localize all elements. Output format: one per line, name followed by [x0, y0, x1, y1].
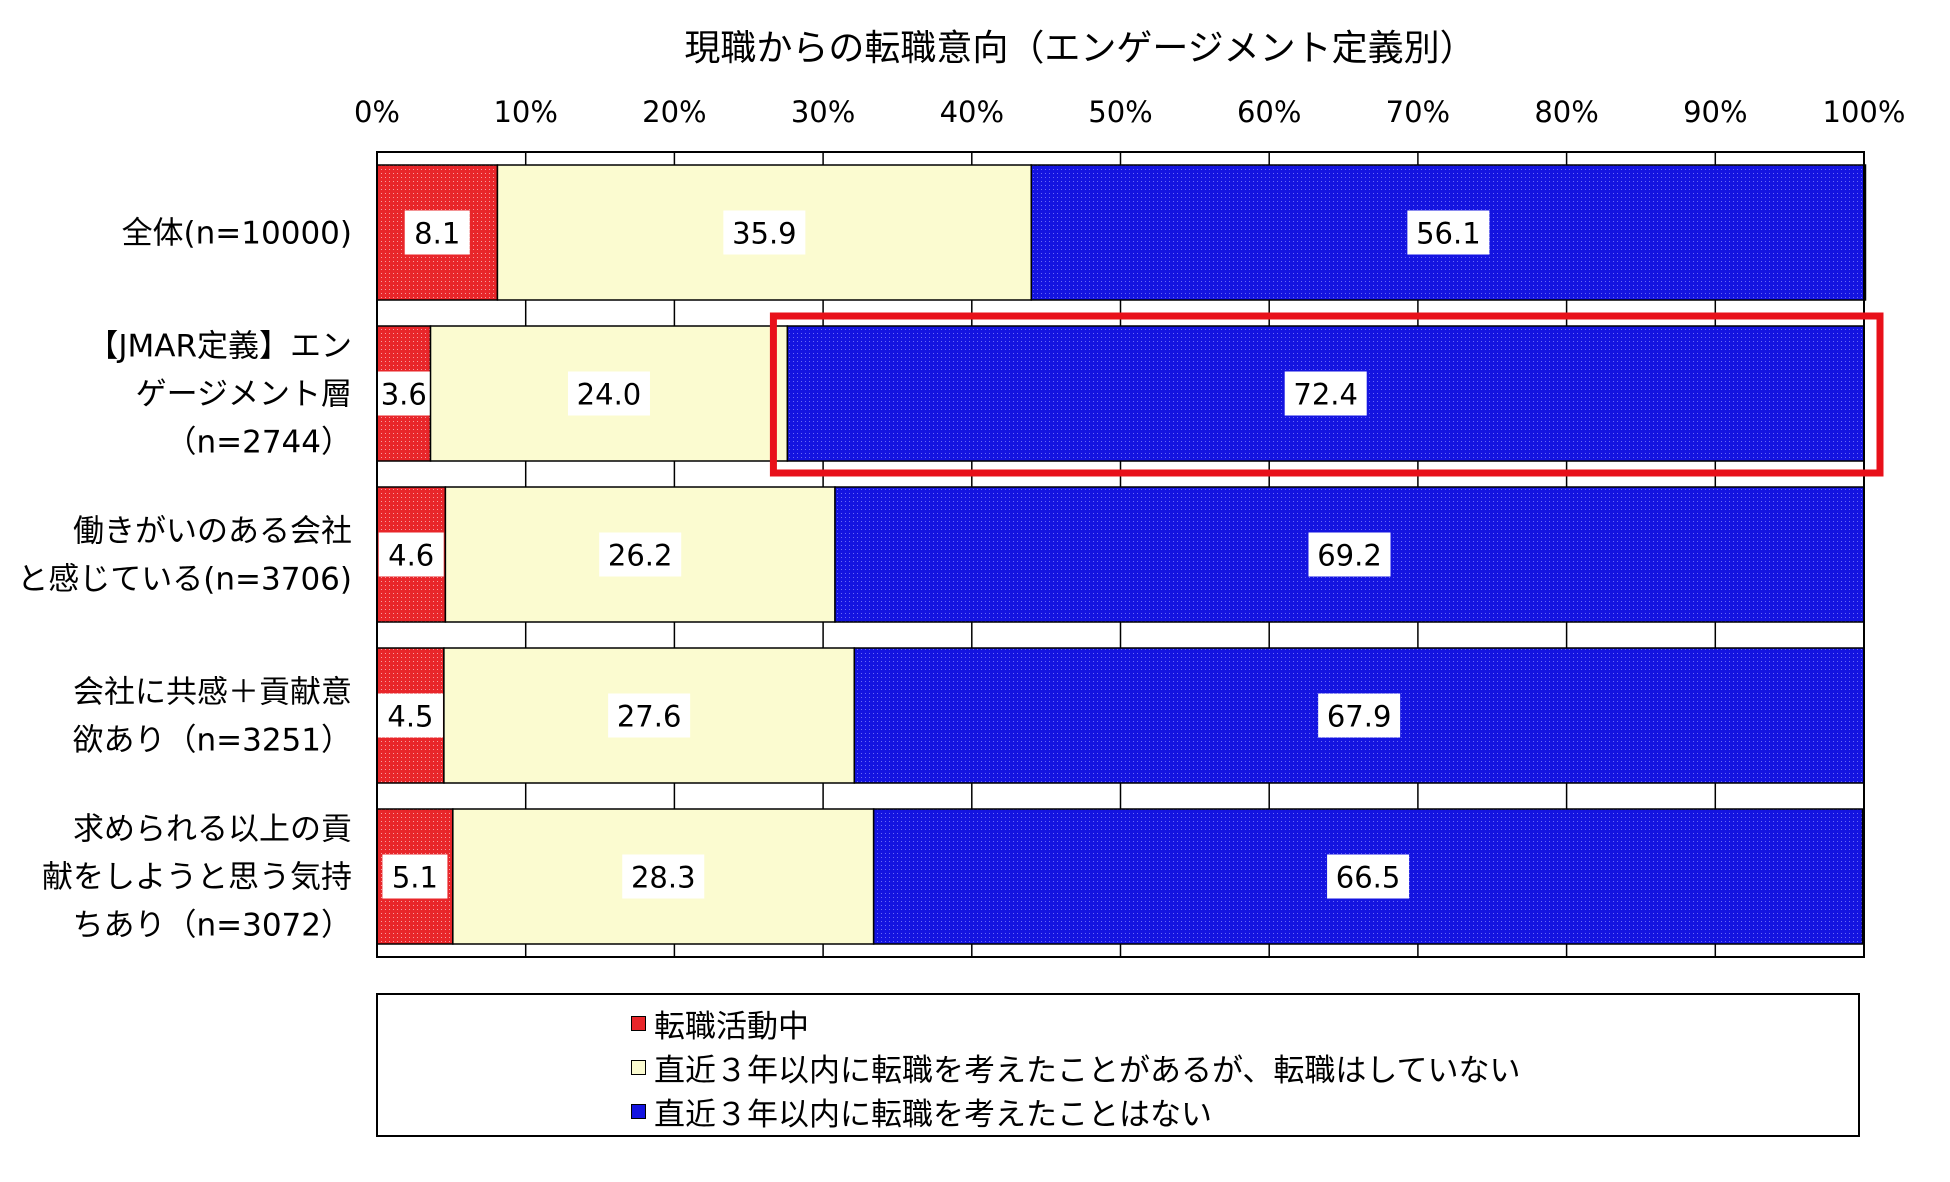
- data-label-box: [377, 693, 443, 738]
- data-label-box: [378, 532, 444, 577]
- data-label-box: [608, 693, 691, 738]
- data-label-box: [599, 532, 682, 577]
- x-tick-label: 40%: [940, 95, 1004, 129]
- x-tick-label: 50%: [1088, 95, 1152, 129]
- data-label-box: [1284, 371, 1367, 416]
- data-label: 4.5: [387, 700, 433, 734]
- data-label: 66.5: [1336, 861, 1401, 895]
- x-tick-label: 0%: [354, 95, 400, 129]
- data-label: 27.6: [617, 700, 682, 734]
- data-label: 28.3: [631, 861, 696, 895]
- plot-border: [376, 151, 1865, 958]
- data-label: 5.1: [392, 861, 438, 895]
- legend-item-active: 転職活動中: [631, 1001, 809, 1045]
- legend-swatch-never: [631, 1103, 646, 1119]
- data-label-box: [1327, 854, 1410, 899]
- x-tick-label: 80%: [1534, 95, 1598, 129]
- data-label: 69.2: [1317, 539, 1382, 573]
- data-label: 4.6: [388, 539, 434, 573]
- data-label: 56.1: [1416, 217, 1481, 251]
- category-label: （n=2744）: [165, 425, 352, 461]
- data-label-box: [404, 210, 470, 255]
- data-label: 3.6: [381, 378, 427, 412]
- legend: 転職活動中 直近３年以内に転職を考えたことがあるが、転職はしていない 直近３年以…: [376, 993, 1860, 1137]
- x-tick-label: 10%: [493, 95, 557, 129]
- data-label-box: [1308, 532, 1391, 577]
- legend-item-never: 直近３年以内に転職を考えたことはない: [631, 1089, 1212, 1133]
- legend-item-considered: 直近３年以内に転職を考えたことがあるが、転職はしていない: [631, 1045, 1520, 1089]
- x-tick-label: 70%: [1386, 95, 1450, 129]
- category-label: 【JMAR定義】エン: [87, 329, 352, 365]
- category-label: 求められる以上の貢: [73, 812, 352, 848]
- category-label: 働きがいのある会社: [73, 514, 352, 550]
- legend-label-never: 直近３年以内に転職を考えたことはない: [654, 1096, 1212, 1133]
- data-label-box: [723, 210, 806, 255]
- category-label: 全体(n=10000): [122, 216, 352, 252]
- category-label: ゲージメント層: [136, 377, 352, 413]
- data-label-box: [1407, 210, 1490, 255]
- data-label: 24.0: [577, 378, 642, 412]
- x-tick-label: 100%: [1823, 95, 1906, 129]
- data-label: 67.9: [1327, 700, 1392, 734]
- category-label: と感じている(n=3706): [17, 562, 352, 598]
- data-label: 72.4: [1293, 378, 1358, 412]
- legend-label-active: 転職活動中: [654, 1008, 809, 1045]
- category-label: 献をしようと思う気持: [42, 860, 352, 896]
- legend-label-considered: 直近３年以内に転職を考えたことがあるが、転職はしていない: [654, 1052, 1521, 1089]
- data-label-box: [567, 371, 650, 416]
- plot-area: 0% 10% 20% 30% 40% 50% 60% 70% 80% 90% 100% 8.1 35.9…: [17, 95, 1906, 958]
- category-label: 会社に共感＋貢献意: [73, 675, 352, 711]
- data-label-box: [1318, 693, 1401, 738]
- legend-swatch-active: [631, 1015, 646, 1031]
- x-tick-label: 60%: [1237, 95, 1301, 129]
- data-label-box: [371, 371, 437, 416]
- x-tick-label: 30%: [791, 95, 855, 129]
- data-label-box: [622, 854, 705, 899]
- chart-title: 現職からの転職意向（エンゲージメント定義別）: [684, 28, 1475, 69]
- data-label: 8.1: [414, 217, 460, 251]
- x-tick-label: 90%: [1683, 95, 1747, 129]
- legend-swatch-considered: [631, 1059, 646, 1075]
- data-label: 35.9: [732, 217, 797, 251]
- data-label-box: [382, 854, 448, 899]
- x-tick-label: 20%: [642, 95, 706, 129]
- category-label: ちあり（n=3072）: [72, 908, 352, 944]
- category-label: 欲あり（n=3251）: [72, 723, 352, 759]
- highlight-frame: [769, 312, 1884, 477]
- data-label: 26.2: [608, 539, 673, 573]
